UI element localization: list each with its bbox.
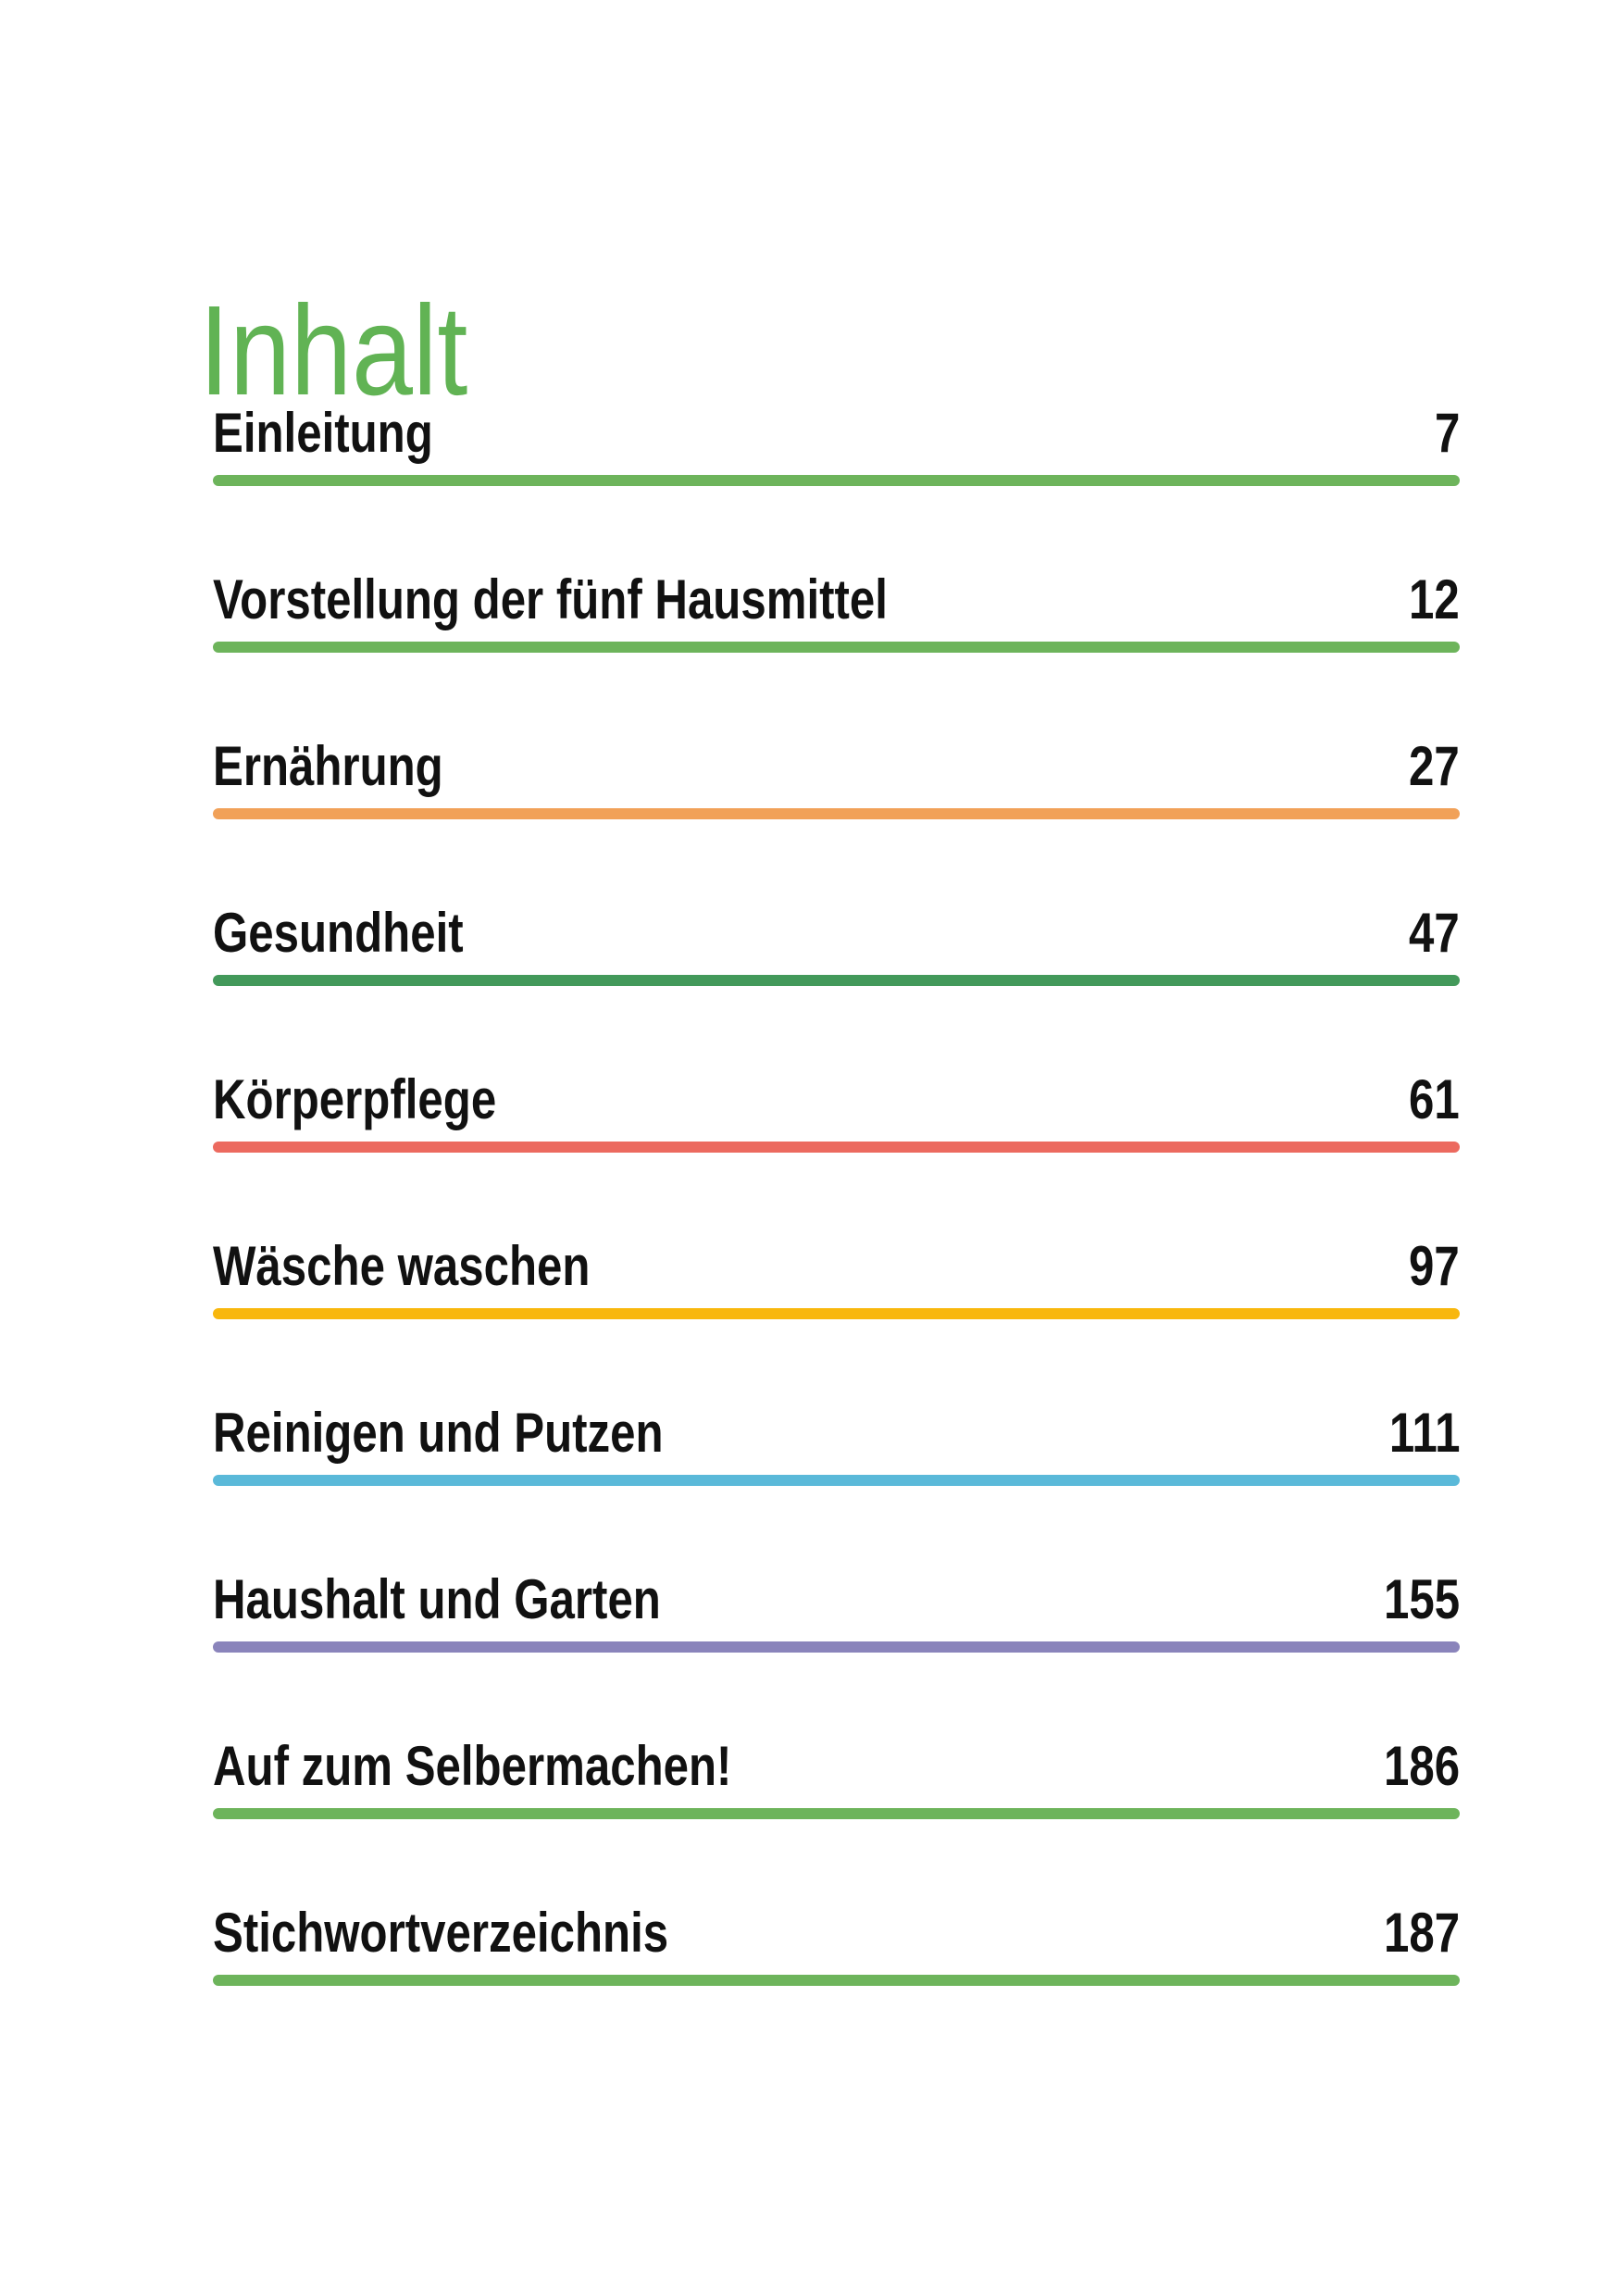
chapter-rule — [213, 1808, 1460, 1819]
chapter-page-number: 97 — [1409, 1235, 1460, 1297]
toc-entry-gesundheit: Gesundheit 47 — [213, 905, 1460, 1072]
chapter-page-number: 7 — [1434, 402, 1460, 464]
chapter-rule — [213, 808, 1460, 819]
chapter-title: Reinigen und Putzen — [213, 1402, 664, 1464]
toc-row: Gesundheit 47 — [213, 905, 1460, 961]
chapter-rule — [213, 975, 1460, 986]
toc-entry-stichwortverzeichnis: Stichwortverzeichnis 187 — [213, 1905, 1460, 2072]
toc-entry-reinigen-putzen: Reinigen und Putzen 111 — [213, 1405, 1460, 1572]
chapter-rule — [213, 1308, 1460, 1319]
toc-row: Ernährung 27 — [213, 739, 1460, 794]
chapter-title: Körperpflege — [213, 1068, 497, 1130]
chapter-page-number: 61 — [1409, 1068, 1460, 1130]
chapter-rule — [213, 1475, 1460, 1486]
chapter-rule — [213, 1641, 1460, 1653]
chapter-rule — [213, 475, 1460, 486]
chapter-title: Gesundheit — [213, 902, 464, 964]
chapter-page-number: 155 — [1383, 1568, 1460, 1630]
chapter-rule — [213, 642, 1460, 653]
chapter-page-number: 111 — [1388, 1402, 1460, 1464]
chapter-title: Vorstellung der fünf Hausmittel — [213, 568, 888, 630]
chapter-rule — [213, 1142, 1460, 1153]
chapter-title: Haushalt und Garten — [213, 1568, 661, 1630]
chapter-title: Auf zum Selbermachen! — [213, 1735, 732, 1797]
toc-row: Wäsche waschen 97 — [213, 1239, 1460, 1294]
table-of-contents: Einleitung 7 Vorstellung der fünf Hausmi… — [213, 406, 1460, 2072]
chapter-title: Ernährung — [213, 735, 443, 797]
toc-row: Körperpflege 61 — [213, 1072, 1460, 1128]
chapter-page-number: 47 — [1409, 902, 1460, 964]
chapter-page-number: 187 — [1383, 1902, 1460, 1964]
chapter-title: Wäsche waschen — [213, 1235, 591, 1297]
toc-entry-selbermachen: Auf zum Selbermachen! 186 — [213, 1739, 1460, 1905]
chapter-page-number: 186 — [1383, 1735, 1460, 1797]
toc-entry-haushalt-garten: Haushalt und Garten 155 — [213, 1572, 1460, 1739]
toc-row: Einleitung 7 — [213, 406, 1460, 461]
chapter-rule — [213, 1975, 1460, 1986]
toc-entry-einleitung: Einleitung 7 — [213, 406, 1460, 572]
toc-row: Auf zum Selbermachen! 186 — [213, 1739, 1460, 1794]
toc-entry-ernaehrung: Ernährung 27 — [213, 739, 1460, 905]
chapter-title: Einleitung — [213, 402, 433, 464]
toc-row: Haushalt und Garten 155 — [213, 1572, 1460, 1628]
toc-row: Reinigen und Putzen 111 — [213, 1405, 1460, 1461]
chapter-title: Stichwortverzeichnis — [213, 1902, 669, 1964]
toc-entry-waesche-waschen: Wäsche waschen 97 — [213, 1239, 1460, 1405]
toc-entry-koerperpflege: Körperpflege 61 — [213, 1072, 1460, 1239]
toc-entry-vorstellung: Vorstellung der fünf Hausmittel 12 — [213, 572, 1460, 739]
page-title: Inhalt — [199, 280, 468, 423]
toc-row: Stichwortverzeichnis 187 — [213, 1905, 1460, 1961]
chapter-page-number: 27 — [1409, 735, 1460, 797]
chapter-page-number: 12 — [1409, 568, 1460, 630]
toc-row: Vorstellung der fünf Hausmittel 12 — [213, 572, 1460, 628]
